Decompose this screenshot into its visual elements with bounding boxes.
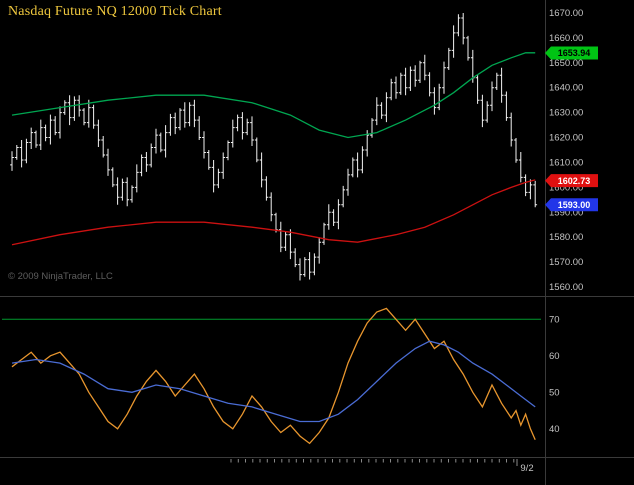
last-price-marker-value: 1593.00 bbox=[558, 200, 591, 210]
time-axis-ticks bbox=[230, 459, 515, 463]
oscillator-axis-label: 40 bbox=[549, 424, 560, 435]
oscillator-axis-label: 50 bbox=[549, 387, 560, 398]
price-bars bbox=[10, 13, 538, 281]
time-axis[interactable] bbox=[0, 458, 634, 485]
oscillator-axis-label: 60 bbox=[549, 351, 560, 362]
ma-red-marker-value: 1602.73 bbox=[558, 176, 591, 186]
price-axis-label: 1640.00 bbox=[549, 83, 583, 94]
oscillator-fast-line bbox=[11, 307, 536, 445]
price-axis-label: 1570.00 bbox=[549, 257, 583, 268]
indicator-panel[interactable] bbox=[0, 297, 545, 457]
oscillator-slow-line bbox=[11, 340, 536, 423]
price-axis-label: 1650.00 bbox=[549, 58, 583, 69]
price-axis-label: 1610.00 bbox=[549, 158, 583, 169]
price-axis-label: 1590.00 bbox=[549, 207, 583, 218]
ma-green-marker-value: 1653.94 bbox=[558, 48, 591, 58]
ma-red-line bbox=[11, 179, 536, 246]
price-axis-label: 1630.00 bbox=[549, 108, 583, 119]
ma-green-marker bbox=[545, 46, 598, 60]
copyright-label: © 2009 NinjaTrader, LLC bbox=[8, 271, 113, 282]
date-axis-label: 9/2 bbox=[520, 463, 533, 474]
price-axis-label: 1670.00 bbox=[549, 8, 583, 19]
price-axis[interactable] bbox=[546, 0, 634, 457]
chart-title: Nasdaq Future NQ 12000 Tick Chart bbox=[8, 4, 222, 19]
ma-red-marker bbox=[545, 174, 598, 188]
price-axis-label: 1600.00 bbox=[549, 182, 583, 193]
price-axis-label: 1660.00 bbox=[549, 33, 583, 44]
price-axis-label: 1580.00 bbox=[549, 232, 583, 243]
ma-green-line bbox=[11, 52, 536, 139]
price-axis-label: 1560.00 bbox=[549, 282, 583, 293]
price-panel[interactable] bbox=[0, 0, 545, 296]
price-axis-label: 1620.00 bbox=[549, 133, 583, 144]
oscillator-axis-label: 70 bbox=[549, 314, 560, 325]
last-price-marker bbox=[545, 198, 598, 212]
